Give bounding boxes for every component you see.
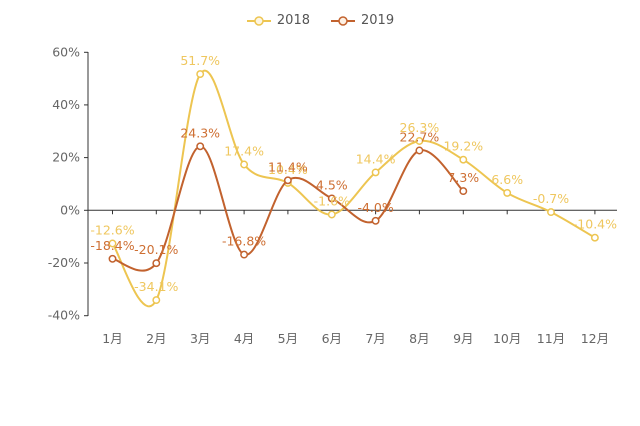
data-point-2018[interactable] [547, 208, 555, 217]
data-point-2018[interactable] [371, 168, 380, 177]
data-label-2018: -0.7% [533, 191, 569, 206]
x-axis-label: 8月 [409, 331, 429, 346]
data-label-2019: -16.8% [222, 234, 266, 249]
data-point-2018[interactable] [459, 155, 468, 164]
data-point-2019[interactable] [459, 187, 468, 196]
y-axis-label: 60% [52, 44, 80, 59]
data-label-2019: -20.1% [134, 242, 178, 257]
x-axis-label: 9月 [453, 331, 473, 346]
legend-label-2019: 2019 [361, 13, 395, 28]
data-point-2018[interactable] [590, 233, 599, 242]
legend-item-2018[interactable]: 2018 [246, 13, 310, 28]
legend-line-marker-icon [331, 15, 355, 26]
data-label-2018: 10.4% [268, 162, 308, 177]
data-label-2019: 24.3% [180, 125, 220, 140]
data-point-2018[interactable] [240, 160, 249, 169]
data-point-2018[interactable] [152, 296, 161, 305]
data-point-2018[interactable] [503, 188, 512, 197]
data-point-2019[interactable] [108, 254, 117, 263]
data-label-2018: 14.4% [356, 151, 396, 166]
data-label-2019: 11.4% [268, 159, 308, 174]
y-axis-label: 20% [52, 150, 80, 165]
data-label-2019: 22.7% [400, 130, 440, 145]
x-axis-label: 4月 [234, 331, 254, 346]
y-axis-label: -20% [48, 255, 80, 270]
data-point-2018[interactable] [196, 70, 205, 79]
data-point-2019[interactable] [415, 146, 424, 155]
data-point-2019[interactable] [152, 259, 161, 268]
x-axis-label: 3月 [190, 331, 210, 346]
x-axis-label: 11月 [537, 331, 565, 346]
series-line-2018[interactable] [111, 69, 596, 308]
data-label-2018: 17.4% [224, 144, 264, 159]
series-line-2019[interactable] [111, 145, 465, 272]
x-axis-label: 1月 [102, 331, 122, 346]
data-label-2018: 19.2% [443, 139, 483, 154]
data-point-2019[interactable] [283, 176, 292, 185]
data-label-2019: -18.4% [90, 238, 134, 253]
data-point-2019[interactable] [327, 194, 336, 203]
data-label-2018: 6.6% [491, 172, 523, 187]
data-point-2019[interactable] [196, 142, 205, 151]
data-label-2018: -10.4% [573, 217, 617, 232]
data-point-2019[interactable] [240, 250, 249, 259]
data-label-2018: 51.7% [180, 53, 220, 68]
x-axis-label: 5月 [278, 331, 298, 346]
data-point-2018[interactable] [415, 137, 424, 145]
data-label-2018: -1.6% [314, 194, 350, 209]
data-label-2018: -12.6% [90, 223, 134, 238]
y-axis-label: -40% [48, 308, 80, 323]
x-axis-label: 12月 [581, 331, 609, 346]
data-label-2019: -4.0% [357, 200, 393, 215]
data-label-2018: 26.3% [400, 120, 440, 135]
data-point-2019[interactable] [371, 216, 380, 225]
x-axis-label: 10月 [493, 331, 521, 346]
data-label-2019: 7.3% [447, 170, 479, 185]
y-axis-label: 40% [52, 97, 80, 112]
x-axis-label: 2月 [146, 331, 166, 346]
x-axis-label: 6月 [322, 331, 342, 346]
x-axis-label: 7月 [365, 331, 385, 346]
y-axis-label: 0% [60, 202, 80, 217]
legend-item-2019[interactable]: 2019 [330, 13, 394, 28]
legend-line-marker-icon [246, 15, 271, 26]
data-label-2019: 4.5% [316, 177, 348, 192]
data-point-2018[interactable] [327, 210, 336, 219]
chart-legend: 2018 2019 [0, 13, 640, 28]
data-point-2018[interactable] [108, 239, 117, 248]
legend-label-2018: 2018 [276, 13, 310, 28]
data-label-2018: -34.1% [134, 279, 178, 294]
